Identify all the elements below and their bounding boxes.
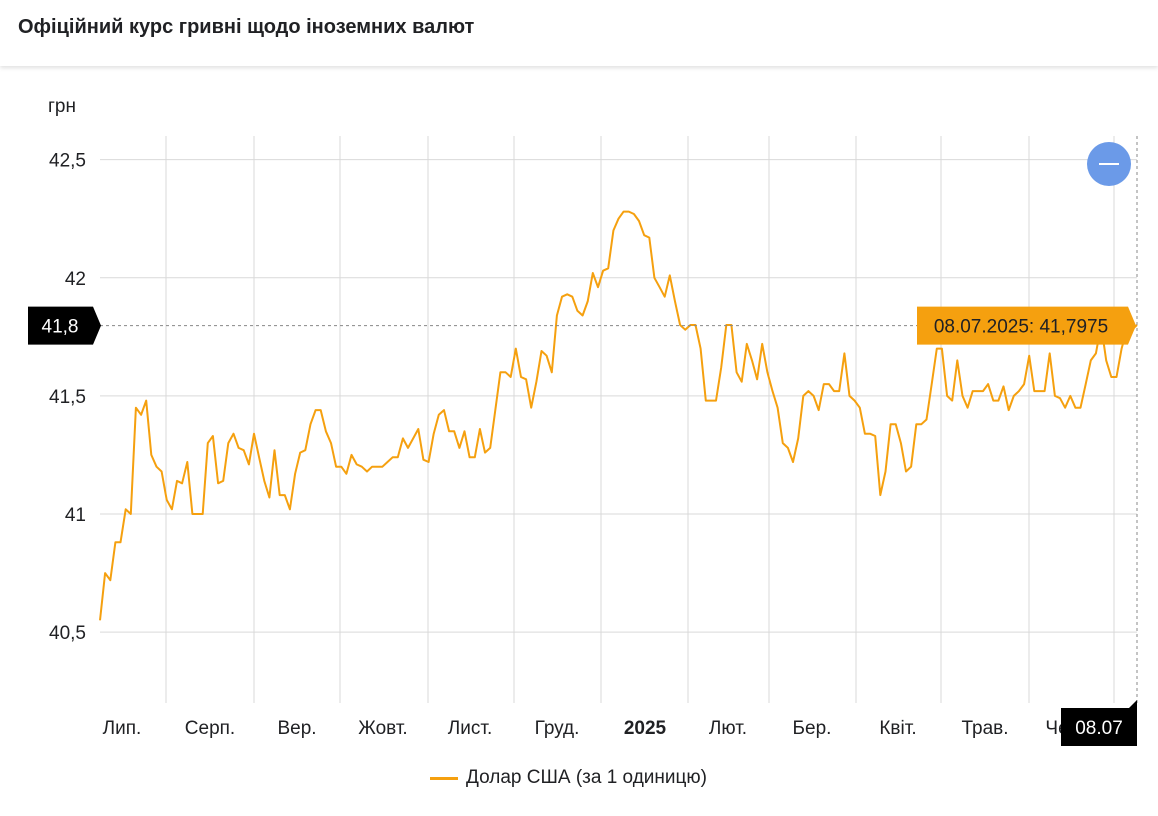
x-tick-labels: Лип. Серп. Вер. Жовт. Лист. Груд. 2025 Лют. Бер.… xyxy=(103,718,1095,739)
chart-legend[interactable]: Долар США (за 1 одиницю) xyxy=(430,767,707,789)
y-tick-label: 40,5 xyxy=(49,623,86,644)
x-tick-label: Лист. xyxy=(448,718,492,739)
page-header: Офіційний курс гривні щодо іноземних вал… xyxy=(0,0,1158,66)
y-tick-labels: 40,5 41 41,5 42 42,5 xyxy=(49,151,86,645)
x-tick-label: Лип. xyxy=(103,718,142,739)
y-value-badge xyxy=(28,306,101,345)
y-value-badge-label: 41,8 xyxy=(42,317,79,338)
legend-swatch xyxy=(430,776,458,780)
x-tick-label: Груд. xyxy=(535,718,580,739)
vertical-grid xyxy=(165,136,1115,703)
value-tooltip xyxy=(917,306,1136,345)
x-tick-label: Вер. xyxy=(277,718,316,739)
y-axis-label: грн xyxy=(48,96,76,117)
minus-icon xyxy=(1099,163,1119,165)
chart-annotations: 41,8 08.07.2025: 41,7975 08.07 xyxy=(28,136,1138,746)
y-tick-label: 42 xyxy=(65,269,86,290)
x-tick-label: 2025 xyxy=(624,718,667,739)
horizontal-grid xyxy=(100,159,1137,633)
value-tooltip-label: 08.07.2025: 41,7975 xyxy=(934,317,1108,338)
usd-rate-line[interactable] xyxy=(99,210,1138,621)
page-title: Офіційний курс гривні щодо іноземних вал… xyxy=(18,16,475,38)
legend-label: Долар США (за 1 одиницю) xyxy=(466,767,707,788)
x-tick-label: Лют. xyxy=(709,718,747,739)
date-badge-label: 08.07 xyxy=(1075,718,1123,739)
x-tick-label: Трав. xyxy=(961,718,1008,739)
y-tick-label: 41,5 xyxy=(49,387,86,408)
y-tick-label: 42,5 xyxy=(49,151,86,172)
x-tick-label: Бер. xyxy=(793,718,832,739)
x-tick-label: Серп. xyxy=(185,718,235,739)
x-tick-label: Квіт. xyxy=(879,718,916,739)
y-tick-label: 41 xyxy=(65,505,86,526)
zoom-out-button[interactable] xyxy=(1087,142,1131,186)
date-badge xyxy=(1061,700,1137,746)
x-tick-label: Жовт. xyxy=(358,718,407,739)
